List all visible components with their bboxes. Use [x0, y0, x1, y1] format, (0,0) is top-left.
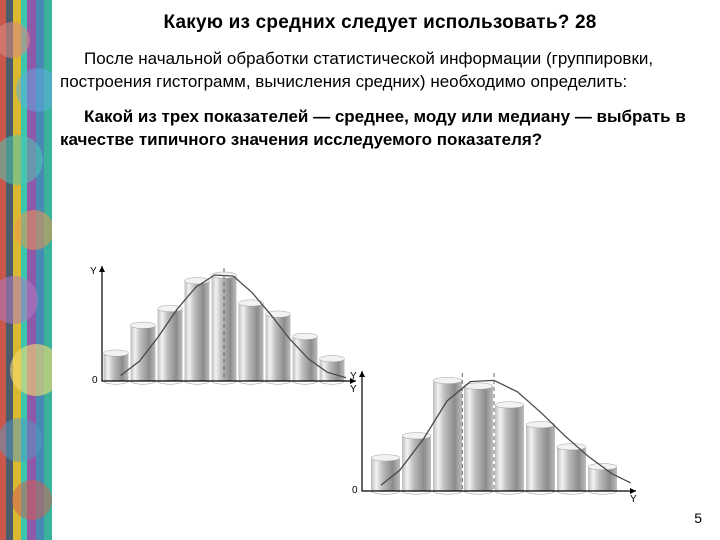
paragraph-2: Какой из трех показателей — среднее, мод… [60, 106, 700, 152]
paragraph-1-text: После начальной обработки статистической… [60, 49, 653, 91]
page-title: Какую из средних следует использовать? 2… [60, 12, 700, 34]
slide-content: Какую из средних следует использовать? 2… [60, 12, 700, 164]
svg-text:0: 0 [352, 485, 358, 496]
page-number: 5 [694, 510, 702, 526]
svg-text:Y: Y [90, 266, 97, 277]
svg-text:Y: Y [350, 371, 357, 382]
histogram-symmetric: Y 0 Y [80, 260, 360, 400]
chart1-svg: Y 0 Y [80, 260, 360, 395]
histogram-skewed: Y 0 Y [340, 365, 640, 510]
paragraph-1: После начальной обработки статистической… [60, 48, 700, 94]
svg-text:0: 0 [92, 375, 98, 386]
sidebar-art [0, 0, 52, 540]
chart2-svg: Y 0 Y [340, 365, 640, 505]
paragraph-2-text: Какой из трех показателей — среднее, мод… [60, 107, 686, 149]
svg-text:Y: Y [630, 494, 637, 505]
decorative-sidebar [0, 0, 52, 540]
